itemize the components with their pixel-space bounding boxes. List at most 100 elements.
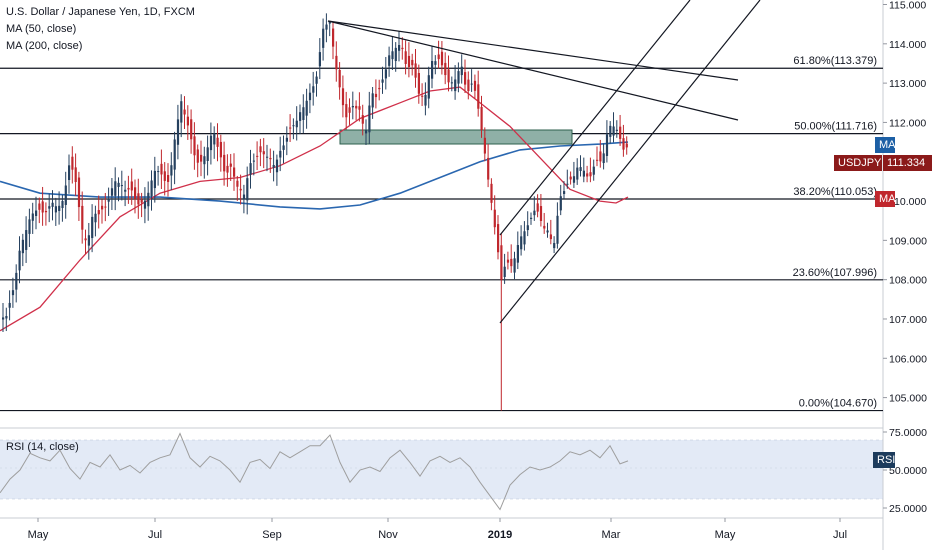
candle-body[interactable] — [275, 159, 279, 173]
candle-body[interactable] — [190, 119, 193, 140]
candle-body[interactable] — [305, 100, 308, 116]
candle-body[interactable] — [28, 219, 31, 234]
candle-body[interactable] — [467, 79, 470, 92]
candle-body[interactable] — [107, 198, 110, 202]
candle-body[interactable] — [140, 199, 143, 203]
candle-body[interactable] — [586, 173, 589, 177]
candle-body[interactable] — [332, 28, 335, 47]
candle-body[interactable] — [176, 119, 180, 145]
candle-body[interactable] — [549, 234, 552, 240]
candle-body[interactable] — [8, 302, 11, 308]
candle-body[interactable] — [510, 258, 513, 267]
candle-body[interactable] — [226, 165, 229, 173]
candle-body[interactable] — [556, 215, 559, 244]
candle-body[interactable] — [411, 59, 414, 66]
candle-body[interactable] — [38, 203, 41, 210]
candle-body[interactable] — [394, 47, 397, 62]
candle-body[interactable] — [563, 191, 566, 194]
trendline-lower[interactable] — [327, 20, 739, 121]
candle-body[interactable] — [454, 79, 457, 92]
candle-body[interactable] — [384, 69, 387, 79]
candle-body[interactable] — [282, 145, 285, 150]
candle-body[interactable] — [246, 178, 249, 201]
candle-body[interactable] — [81, 205, 84, 230]
candle-body[interactable] — [378, 87, 381, 90]
candle-body[interactable] — [114, 181, 117, 196]
candle-body[interactable] — [361, 115, 364, 124]
candle-body[interactable] — [160, 163, 163, 175]
candle-body[interactable] — [117, 182, 120, 187]
candle-body[interactable] — [216, 137, 219, 147]
candle-body[interactable] — [236, 180, 239, 187]
candle-body[interactable] — [351, 105, 354, 108]
candle-body[interactable] — [266, 156, 269, 158]
candle-body[interactable] — [5, 316, 8, 319]
candle-body[interactable] — [612, 126, 615, 136]
candle-body[interactable] — [94, 213, 97, 223]
ma50-line[interactable] — [0, 86, 629, 332]
candle-body[interactable] — [602, 153, 605, 164]
candle-body[interactable] — [87, 235, 90, 246]
candle-body[interactable] — [203, 156, 206, 165]
candle-body[interactable] — [374, 93, 378, 98]
candle-body[interactable] — [223, 154, 226, 172]
candle-body[interactable] — [209, 135, 213, 151]
candle-body[interactable] — [11, 290, 15, 296]
candle-body[interactable] — [553, 242, 556, 249]
candle-body[interactable] — [493, 209, 496, 228]
candle-body[interactable] — [193, 136, 196, 156]
candle-body[interactable] — [2, 317, 5, 320]
channel-bottom-line[interactable] — [499, 0, 761, 324]
candle-body[interactable] — [252, 160, 255, 162]
candle-body[interactable] — [338, 69, 341, 88]
candle-body[interactable] — [427, 75, 430, 99]
candle-body[interactable] — [348, 107, 351, 113]
candle-body[interactable] — [391, 51, 394, 60]
candle-body[interactable] — [506, 259, 510, 263]
candle-body[interactable] — [559, 196, 562, 211]
candle-body[interactable] — [457, 71, 460, 84]
candle-body[interactable] — [543, 225, 546, 229]
candle-body[interactable] — [91, 216, 94, 239]
candle-body[interactable] — [97, 210, 100, 215]
candle-body[interactable] — [295, 120, 298, 128]
candle-body[interactable] — [51, 202, 54, 207]
candle-body[interactable] — [470, 83, 473, 85]
candle-body[interactable] — [219, 141, 222, 158]
candle-body[interactable] — [345, 104, 348, 118]
candle-body[interactable] — [249, 163, 252, 175]
candle-body[interactable] — [15, 272, 18, 290]
candle-body[interactable] — [163, 171, 166, 181]
candle-body[interactable] — [239, 188, 242, 191]
candle-body[interactable] — [589, 172, 592, 177]
candle-body[interactable] — [539, 206, 543, 221]
candle-body[interactable] — [242, 194, 246, 200]
candle-body[interactable] — [315, 76, 318, 84]
candle-body[interactable] — [196, 149, 199, 163]
rsi-legend[interactable]: RSI (14, close) — [6, 441, 79, 453]
candle-body[interactable] — [180, 101, 183, 123]
candle-body[interactable] — [497, 224, 500, 253]
candle-body[interactable] — [424, 94, 427, 106]
trendline-upper[interactable] — [327, 20, 739, 81]
candle-body[interactable] — [120, 185, 123, 187]
candle-body[interactable] — [285, 137, 288, 142]
candle-body[interactable] — [77, 177, 81, 208]
candle-body[interactable] — [308, 92, 312, 101]
candle-body[interactable] — [54, 206, 57, 213]
candle-body[interactable] — [526, 225, 529, 231]
candle-body[interactable] — [279, 150, 282, 158]
candle-body[interactable] — [487, 157, 490, 180]
candle-body[interactable] — [153, 170, 156, 189]
candle-body[interactable] — [579, 167, 582, 171]
candle-body[interactable] — [328, 21, 331, 24]
candle-body[interactable] — [173, 139, 176, 170]
candle-body[interactable] — [516, 245, 519, 263]
candle-body[interactable] — [35, 210, 38, 217]
candle-body[interactable] — [523, 231, 526, 245]
candle-body[interactable] — [21, 239, 24, 254]
ma50-legend[interactable]: MA (50, close) — [6, 23, 77, 35]
candle-body[interactable] — [124, 189, 127, 192]
candle-body[interactable] — [341, 88, 345, 106]
